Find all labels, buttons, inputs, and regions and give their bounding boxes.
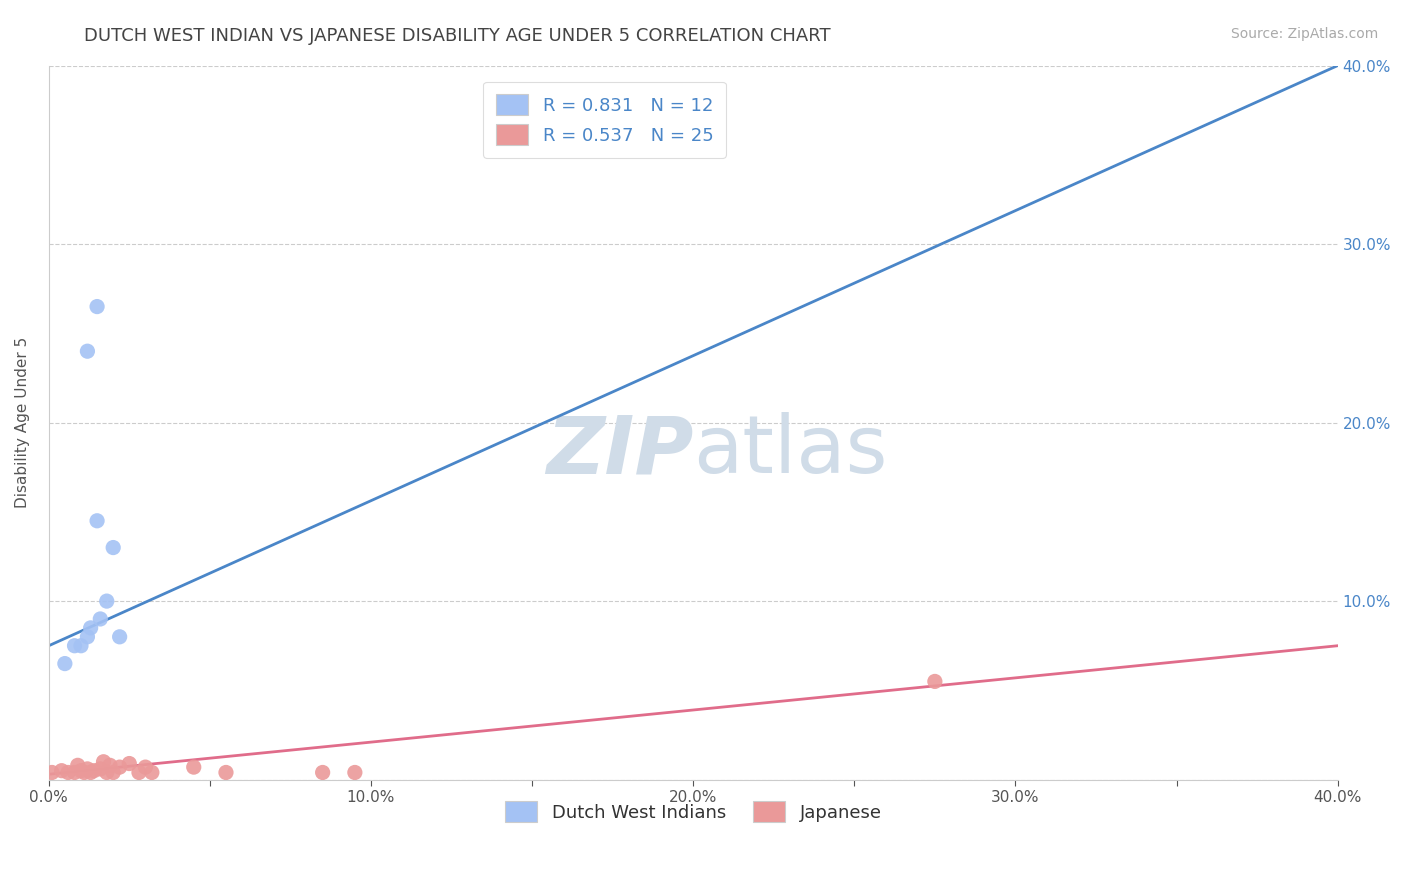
Point [89, 612, 111, 626]
Point [96, 594, 118, 608]
Point [183, 760, 205, 774]
Point [98, 758, 121, 772]
Point [53, 657, 76, 671]
Point [63, 765, 86, 780]
Point [76, 630, 98, 644]
Point [343, 765, 366, 780]
Point [103, 541, 125, 555]
Point [79, 765, 101, 780]
Point [134, 760, 156, 774]
Point [73, 765, 96, 780]
Point [76, 344, 98, 359]
Point [51, 764, 73, 778]
Point [70, 639, 93, 653]
Point [118, 756, 141, 771]
Point [103, 765, 125, 780]
Point [70, 764, 93, 778]
Point [89, 762, 111, 776]
Y-axis label: Disability Age Under 5: Disability Age Under 5 [15, 337, 30, 508]
Point [79, 621, 101, 635]
Point [66, 758, 89, 772]
Text: Source: ZipAtlas.com: Source: ZipAtlas.com [1230, 27, 1378, 41]
Text: DUTCH WEST INDIAN VS JAPANESE DISABILITY AGE UNDER 5 CORRELATION CHART: DUTCH WEST INDIAN VS JAPANESE DISABILITY… [84, 27, 831, 45]
Text: atlas: atlas [693, 412, 887, 491]
Legend: Dutch West Indians, Japanese: Dutch West Indians, Japanese [492, 789, 894, 835]
Point [924, 674, 946, 689]
Point [96, 765, 118, 780]
Point [86, 514, 108, 528]
Point [128, 765, 150, 780]
Point [93, 755, 115, 769]
Point [141, 765, 163, 780]
Point [41, 765, 63, 780]
Point [76, 762, 98, 776]
Point [56, 765, 79, 780]
Point [63, 639, 86, 653]
Point [108, 760, 131, 774]
Point [108, 630, 131, 644]
Point [86, 300, 108, 314]
Point [311, 765, 333, 780]
Point [215, 765, 238, 780]
Text: ZIP: ZIP [546, 412, 693, 491]
Point [83, 764, 105, 778]
